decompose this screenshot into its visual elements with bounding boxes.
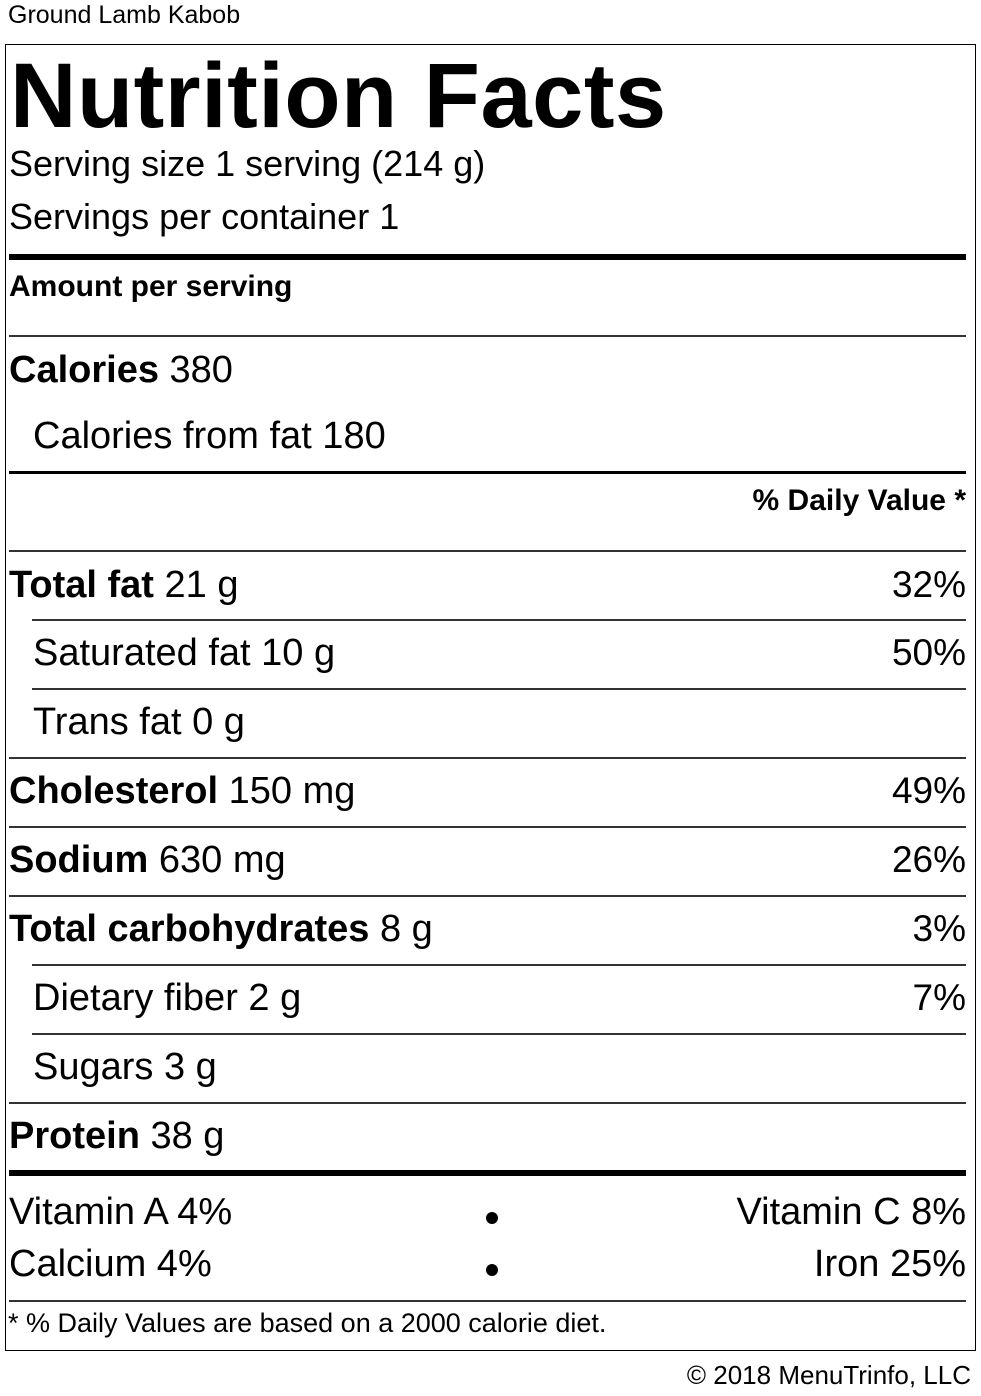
dietary-fiber-label: Dietary fiber	[33, 977, 238, 1019]
nutrition-label-panel	[5, 44, 976, 1351]
total-fat-label: Total fat	[9, 564, 154, 606]
footnote: * % Daily Values are based on a 2000 cal…	[8, 1308, 607, 1338]
divider	[9, 895, 966, 897]
label-title: Nutrition Facts	[10, 45, 667, 147]
total-carbs-amount: 8 g	[379, 908, 433, 950]
dietary-fiber-amount: 2 g	[248, 977, 302, 1019]
sugars-label: Sugars	[33, 1046, 154, 1088]
serving-size: Serving size 1 serving (214 g)	[9, 143, 486, 184]
copyright: © 2018 MenuTrinfo, LLC	[686, 1360, 971, 1390]
divider	[32, 688, 966, 690]
divider	[9, 1102, 966, 1104]
cholesterol-row: Cholesterol 150 mg	[9, 772, 355, 810]
calories-value: 380	[169, 349, 233, 391]
divider	[9, 335, 966, 337]
divider-thick-bottom	[9, 1170, 966, 1176]
total-carbs-dv: 3%	[912, 908, 966, 949]
calories-row: Calories 380	[9, 351, 233, 389]
dish-name: Ground Lamb Kabob	[8, 1, 241, 29]
divider	[9, 1300, 966, 1302]
protein-amount: 38 g	[150, 1115, 225, 1157]
dietary-fiber-row: Dietary fiber 2 g	[33, 979, 301, 1017]
iron: Iron 25%	[813, 1243, 966, 1285]
bullet-dot	[486, 1264, 498, 1276]
cholesterol-amount: 150 mg	[228, 770, 356, 812]
total-fat-row: Total fat 21 g	[9, 566, 238, 604]
divider	[32, 619, 966, 621]
calories-label: Calories	[9, 349, 159, 391]
calcium: Calcium 4%	[9, 1243, 212, 1285]
total-carbs-row: Total carbohydrates 8 g	[9, 910, 433, 948]
vitamin-c: Vitamin C 8%	[736, 1191, 966, 1233]
saturated-fat-dv: 50%	[891, 632, 966, 673]
saturated-fat-label: Saturated fat	[33, 632, 251, 674]
sodium-label: Sodium	[9, 839, 149, 881]
trans-fat-label: Trans fat	[33, 701, 182, 743]
daily-value-header: % Daily Value *	[752, 484, 966, 517]
sodium-dv: 26%	[891, 839, 966, 880]
calories-from-fat: Calories from fat 180	[33, 415, 386, 457]
divider	[9, 550, 966, 552]
protein-row: Protein 38 g	[9, 1117, 224, 1155]
divider	[9, 826, 966, 828]
divider-thick-top	[9, 254, 966, 260]
cholesterol-dv: 49%	[891, 770, 966, 811]
sodium-row: Sodium 630 mg	[9, 841, 286, 879]
servings-per-container: Servings per container 1	[9, 196, 400, 237]
sugars-amount: 3 g	[163, 1046, 217, 1088]
bullet-dot	[486, 1212, 498, 1224]
trans-fat-row: Trans fat 0 g	[33, 703, 245, 741]
divider-medium	[9, 471, 966, 474]
trans-fat-amount: 0 g	[192, 701, 245, 743]
saturated-fat-row: Saturated fat 10 g	[33, 634, 335, 672]
saturated-fat-amount: 10 g	[261, 632, 336, 674]
dietary-fiber-dv: 7%	[912, 977, 966, 1018]
vitamin-a: Vitamin A 4%	[9, 1191, 233, 1233]
total-carbs-label: Total carbohydrates	[9, 908, 370, 950]
divider	[32, 964, 966, 966]
sodium-amount: 630 mg	[158, 839, 286, 881]
total-fat-amount: 21 g	[164, 564, 239, 606]
cholesterol-label: Cholesterol	[9, 770, 219, 812]
total-fat-dv: 32%	[891, 564, 966, 605]
protein-label: Protein	[9, 1115, 140, 1157]
sugars-row: Sugars 3 g	[33, 1048, 217, 1086]
divider	[32, 1033, 966, 1035]
divider	[9, 757, 966, 759]
amount-per-serving: Amount per serving	[9, 270, 293, 303]
